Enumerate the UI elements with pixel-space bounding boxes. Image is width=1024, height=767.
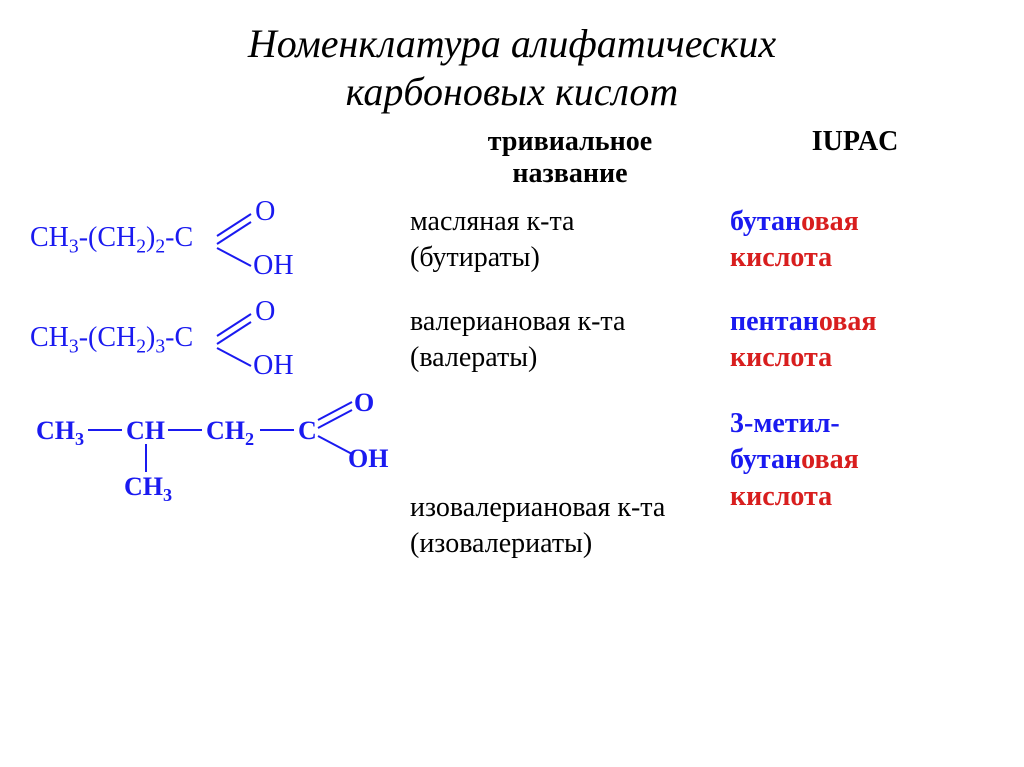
header-trivial: тривиальное название	[410, 126, 730, 190]
atom-ch: CH	[126, 416, 165, 446]
atom-c: C	[298, 416, 317, 446]
trivial-name: масляная к-та (бутираты)	[410, 204, 730, 277]
table-row: CH3-(CH2)2-C O OH масляная к-та (бутират…	[30, 200, 994, 280]
chain-text: CH3-(CH2)3-C	[30, 322, 193, 359]
cooh-group-icon: O OH	[197, 300, 297, 380]
atom-ch3: CH3	[36, 416, 84, 450]
structure-isovaleric: CH3 CH CH2 C O OH CH3	[30, 400, 410, 540]
table-row: CH3 CH CH2 C O OH CH3 изовалериановая к-…	[30, 400, 994, 563]
iupac-name: 3-метил- бутановая кислота	[730, 406, 980, 515]
column-headers: тривиальное название IUPAC	[30, 126, 994, 190]
trivial-name: изовалериановая к-та (изовалериаты)	[410, 490, 730, 563]
slide-title: Номенклатура алифатических карбоновых ки…	[30, 20, 994, 116]
trivial-name: валериановая к-та (валераты)	[410, 304, 730, 377]
atom-ch3-branch: CH3	[124, 472, 172, 506]
atom-ch2: CH2	[206, 416, 254, 450]
atom-oh: OH	[348, 444, 388, 474]
title-line2: карбоновых кислот	[346, 69, 679, 114]
title-line1: Номенклатура алифатических	[248, 21, 776, 66]
structure-butanoic: CH3-(CH2)2-C O OH	[30, 200, 410, 280]
atom-o: O	[354, 388, 374, 418]
cooh-group-icon: O OH	[197, 200, 297, 280]
table-row: CH3-(CH2)3-C O OH валериановая к-та (вал…	[30, 300, 994, 380]
chain-text: CH3-(CH2)2-C	[30, 222, 193, 259]
iupac-name: бутановая кислота	[730, 204, 980, 277]
iupac-name: пентановая кислота	[730, 304, 980, 377]
structure-pentanoic: CH3-(CH2)3-C O OH	[30, 300, 410, 380]
header-iupac: IUPAC	[730, 126, 980, 190]
